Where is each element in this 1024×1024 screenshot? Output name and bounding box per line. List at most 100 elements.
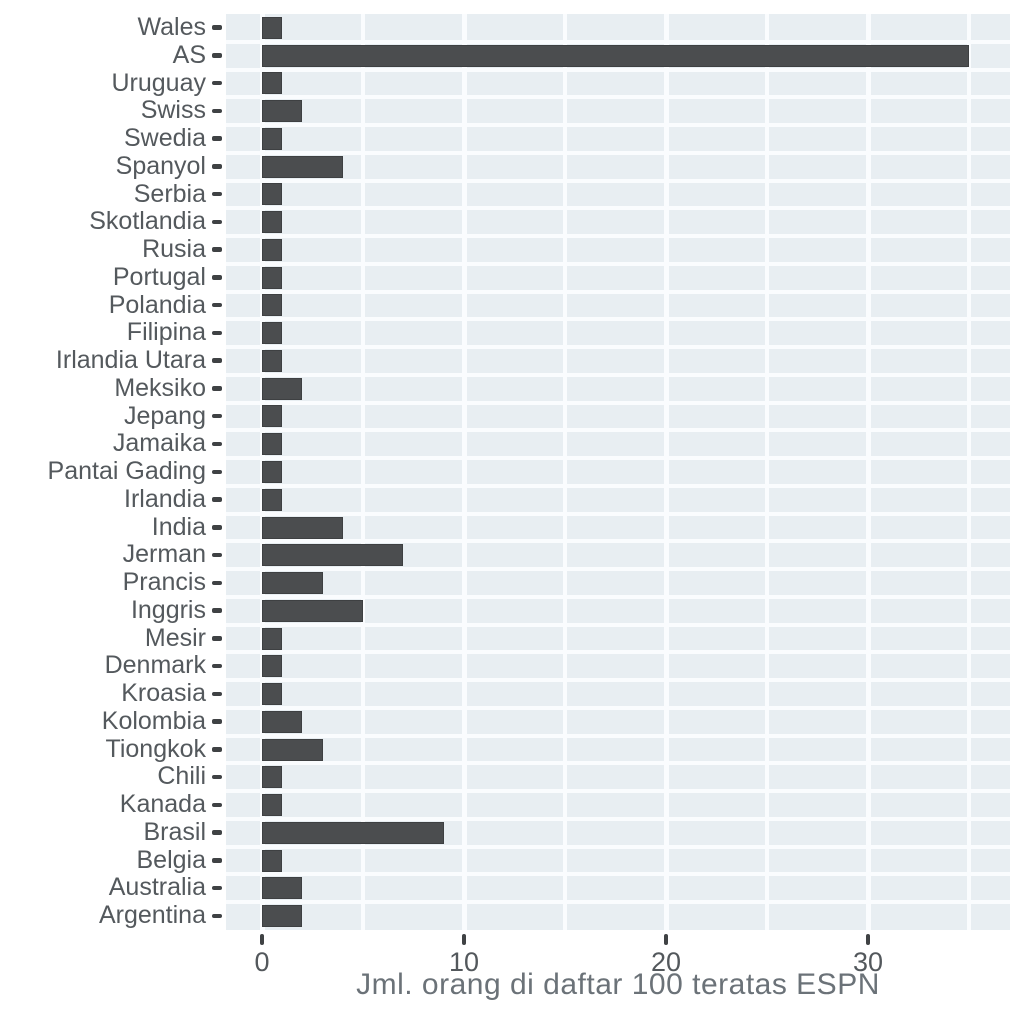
category-label-irlandia-utara: Irlandia Utara xyxy=(55,346,206,375)
x-tick-label-0: 0 xyxy=(254,947,270,977)
y-tick-mark xyxy=(212,719,222,724)
y-tick-mark xyxy=(212,913,222,919)
y-tick-mark xyxy=(212,80,222,86)
category-label-portugal: Portugal xyxy=(112,262,206,291)
y-tick-mark xyxy=(212,691,222,697)
category-label-polandia: Polandia xyxy=(108,290,206,319)
bar-meksiko xyxy=(262,377,303,400)
category-label-chili: Chili xyxy=(157,762,206,791)
category-label-uruguay: Uruguay xyxy=(111,68,207,97)
x-tick-label-10: 10 xyxy=(448,947,480,977)
y-tick-mark xyxy=(212,441,222,447)
bar-pantai-gading xyxy=(262,461,283,483)
category-label-kolombia: Kolombia xyxy=(101,706,206,735)
minor-gridline xyxy=(765,14,769,930)
y-tick-mark xyxy=(212,663,222,669)
y-tick-mark xyxy=(212,830,222,835)
category-label-swedia: Swedia xyxy=(124,124,206,153)
horizontal-gridline xyxy=(226,789,1010,794)
horizontal-gridline xyxy=(226,594,1010,599)
horizontal-gridline xyxy=(226,761,1010,766)
y-tick-mark xyxy=(212,608,222,613)
category-label-kroasia: Kroasia xyxy=(121,679,206,708)
y-tick-mark xyxy=(212,53,222,58)
horizontal-gridline xyxy=(226,67,1010,72)
category-label-tiongkok: Tiongkok xyxy=(105,734,206,763)
bar-as xyxy=(262,44,969,67)
bar-serbia xyxy=(262,183,283,206)
bar-prancis xyxy=(262,572,323,595)
category-label-jepang: Jepang xyxy=(123,401,206,430)
y-tick-mark xyxy=(212,580,222,586)
horizontal-gridline xyxy=(226,900,1010,905)
bar-belgia xyxy=(262,849,283,872)
x-tick-mark xyxy=(461,934,467,945)
y-tick-mark xyxy=(212,858,222,863)
horizontal-gridline xyxy=(226,456,1010,461)
minor-gridline xyxy=(967,14,971,930)
horizontal-gridline xyxy=(226,150,1010,155)
y-tick-mark xyxy=(212,413,222,419)
horizontal-gridline xyxy=(226,372,1010,377)
y-tick-mark xyxy=(212,191,222,197)
horizontal-gridline xyxy=(226,178,1010,183)
horizontal-gridline xyxy=(226,317,1010,322)
bar-kolombia xyxy=(262,710,303,733)
horizontal-gridline xyxy=(226,705,1010,710)
y-tick-mark xyxy=(212,469,222,474)
y-tick-mark xyxy=(212,525,222,530)
y-tick-mark xyxy=(212,358,222,363)
category-label-prancis: Prancis xyxy=(122,568,206,597)
category-label-mesir: Mesir xyxy=(144,623,206,652)
y-tick-mark xyxy=(212,497,222,502)
y-tick-mark xyxy=(212,247,222,252)
category-label-serbia: Serbia xyxy=(133,179,206,208)
bar-mesir xyxy=(262,627,283,650)
horizontal-gridline xyxy=(226,483,1010,488)
category-label-rusia: Rusia xyxy=(142,235,206,264)
x-axis-title: Jml. orang di daftar 100 teratas ESPN xyxy=(356,968,880,1001)
bar-swedia xyxy=(262,127,283,150)
bar-jepang xyxy=(262,405,283,428)
bar-jamaika xyxy=(262,433,283,456)
horizontal-gridline xyxy=(226,289,1010,294)
bar-polandia xyxy=(262,294,283,317)
horizontal-gridline xyxy=(226,123,1010,128)
bar-brasil xyxy=(262,821,444,844)
y-axis: Wales AS Uruguay Swiss Swedia Spanyol Serbia Sk… xyxy=(0,13,226,930)
horizontal-gridline xyxy=(226,872,1010,877)
horizontal-gridline xyxy=(226,622,1010,627)
bar-spanyol xyxy=(262,155,343,178)
bar-portugal xyxy=(262,266,283,289)
y-tick-mark xyxy=(212,330,222,336)
x-tick-mark xyxy=(865,934,871,945)
horizontal-gridline xyxy=(226,95,1010,100)
horizontal-gridline xyxy=(226,816,1010,821)
y-tick-mark xyxy=(212,108,222,114)
category-label-brasil: Brasil xyxy=(143,817,206,846)
category-label-denmark: Denmark xyxy=(104,651,206,680)
bar-kanada xyxy=(262,794,283,817)
category-label-india: India xyxy=(151,512,206,541)
horizontal-gridline xyxy=(226,261,1010,266)
category-label-kanada: Kanada xyxy=(119,790,206,819)
horizontal-gridline xyxy=(226,733,1010,738)
bar-swiss xyxy=(262,100,303,123)
bar-kroasia xyxy=(262,683,283,706)
category-label-inggris: Inggris xyxy=(130,595,206,624)
y-tick-mark xyxy=(212,774,222,780)
horizontal-gridline xyxy=(226,567,1010,572)
bar-india xyxy=(262,516,343,539)
y-tick-mark xyxy=(212,552,222,558)
horizontal-gridline xyxy=(226,39,1010,44)
major-gridline xyxy=(865,14,871,930)
horizontal-gridline xyxy=(226,511,1010,516)
category-label-belgia: Belgia xyxy=(136,845,207,874)
y-tick-mark xyxy=(212,275,222,280)
category-label-skotlandia: Skotlandia xyxy=(89,207,206,236)
y-tick-mark xyxy=(212,386,222,391)
bar-filipina xyxy=(262,322,283,345)
category-label-argentina: Argentina xyxy=(98,901,206,930)
category-label-australia: Australia xyxy=(108,873,206,902)
